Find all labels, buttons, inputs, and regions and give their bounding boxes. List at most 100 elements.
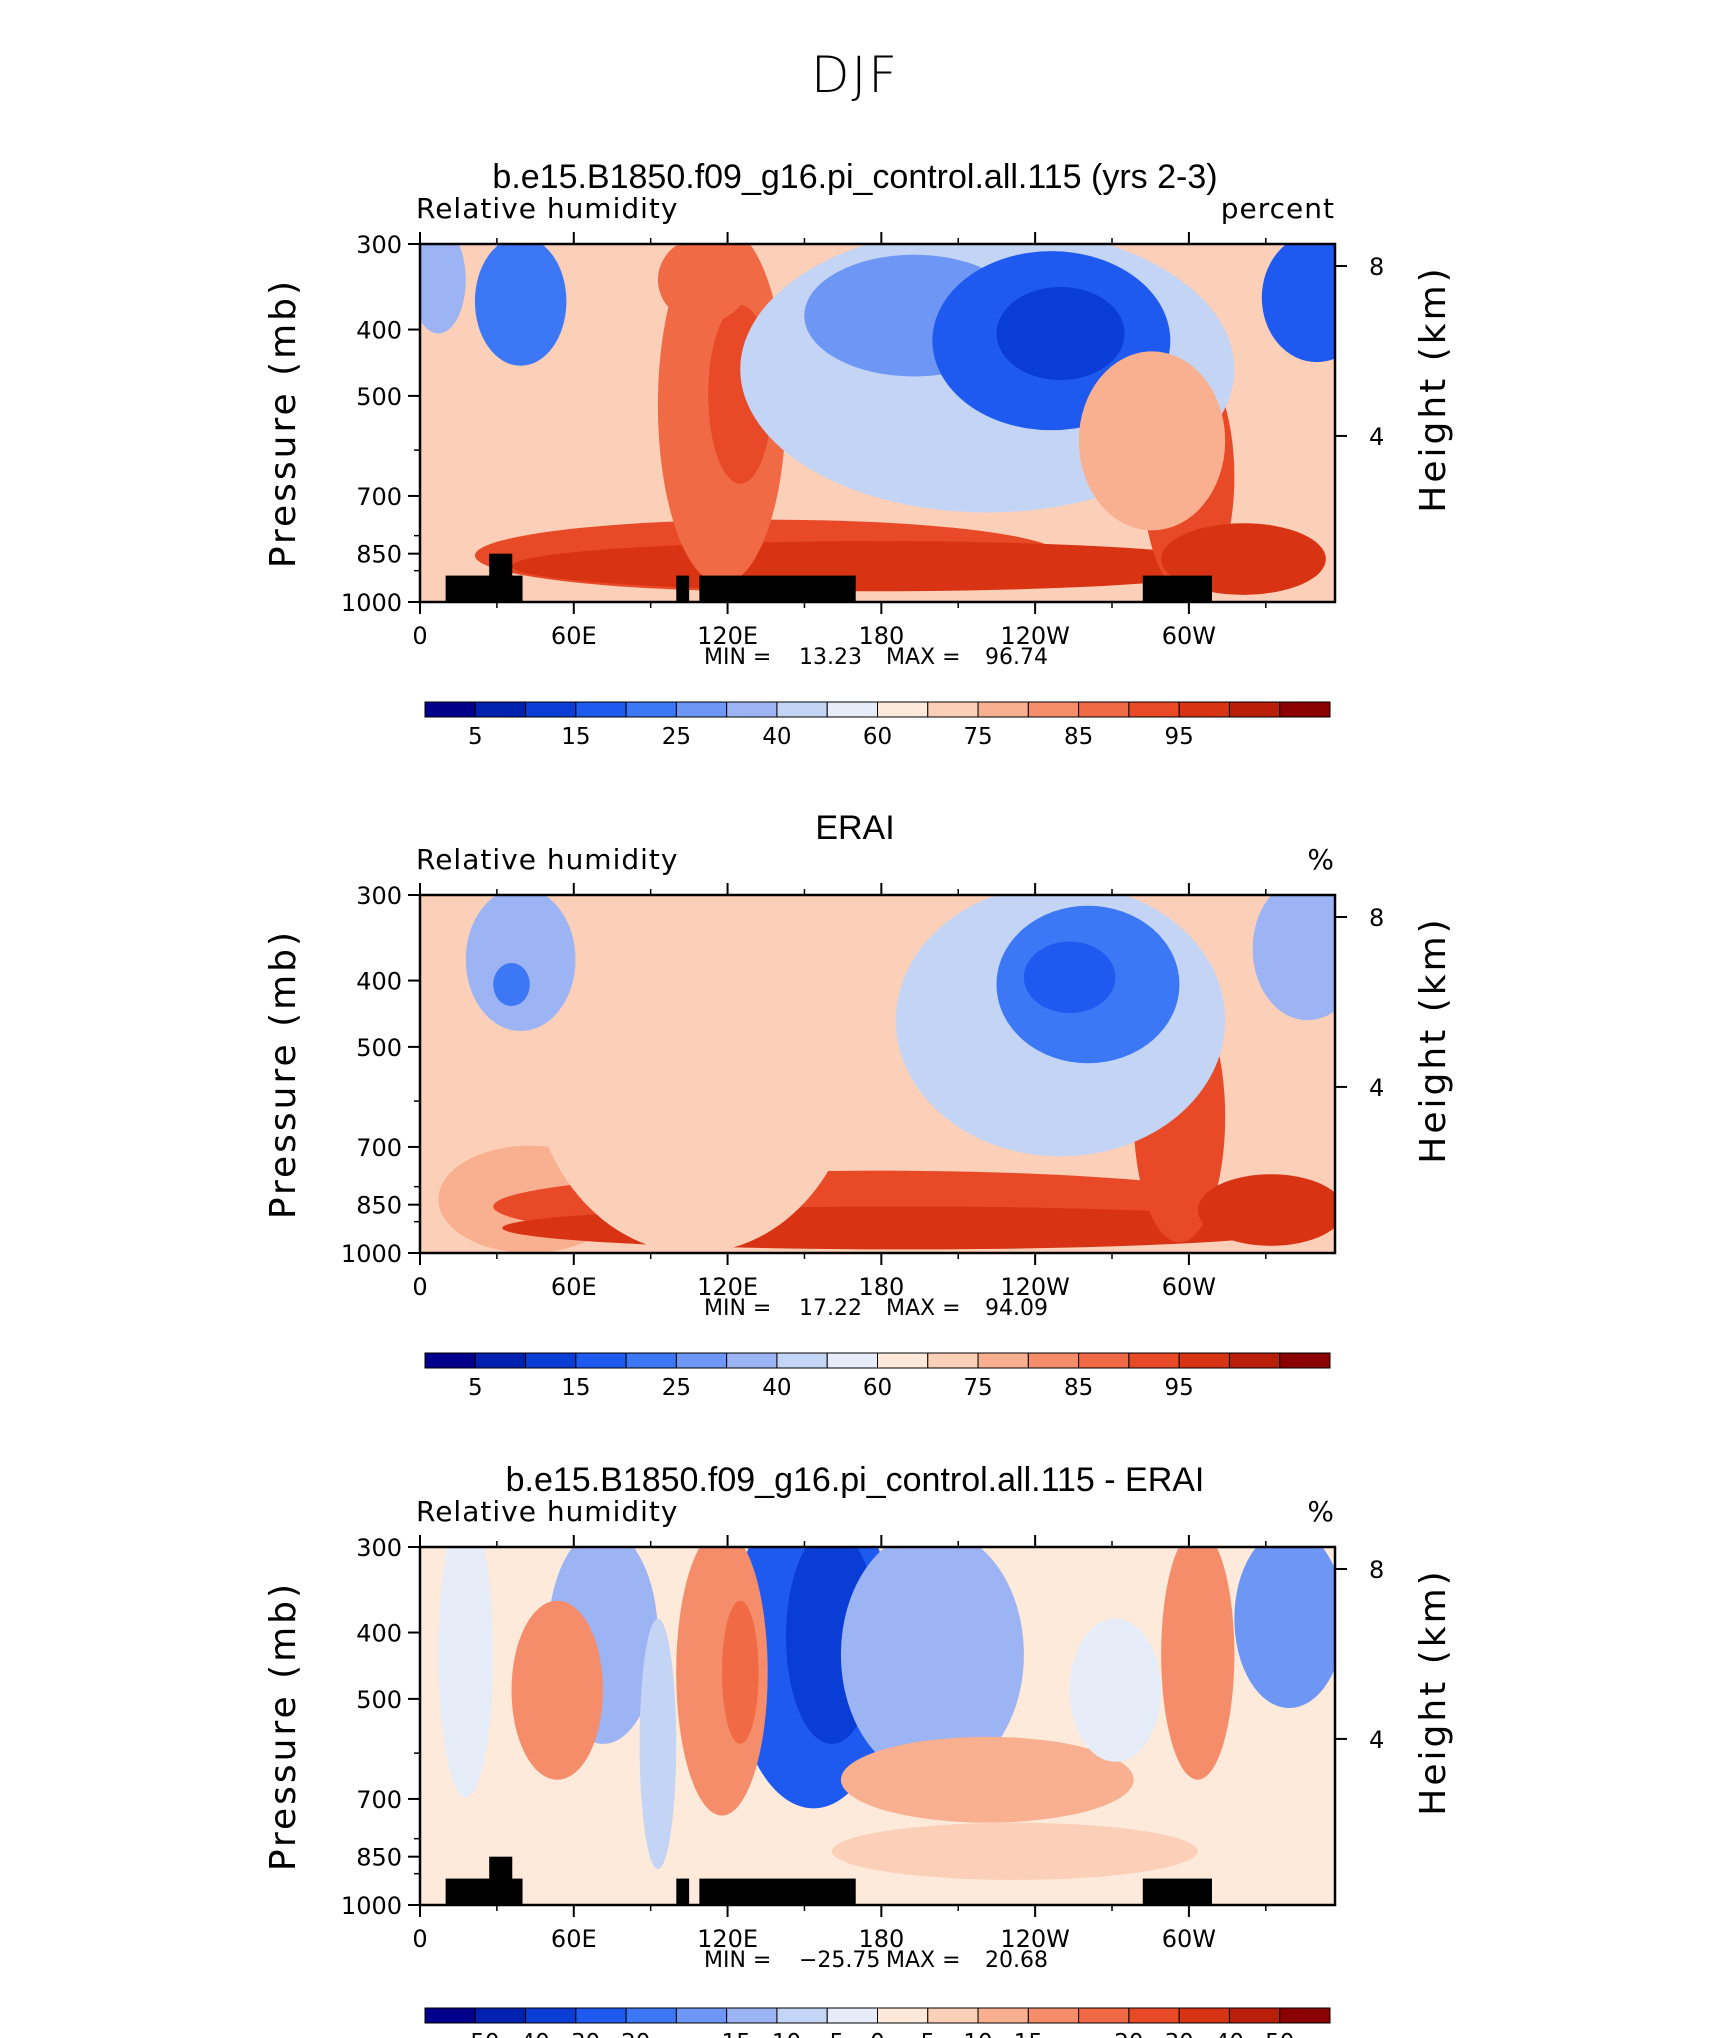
contour-region	[639, 1618, 677, 1870]
colorbar: 5 15 25 40 60 75 85 95	[424, 1352, 1331, 1401]
colorbar-label: −20	[602, 2030, 651, 2038]
colorbar-swatch	[675, 1352, 728, 1369]
contour-field	[420, 1547, 1335, 1905]
colorbar: −50−40−30−20−15−10−505101520304050	[424, 2007, 1331, 2038]
colorbar-label: 40	[762, 724, 791, 750]
contour-region	[1078, 351, 1226, 531]
terrain-mask	[489, 553, 513, 602]
y-tick-label: 300	[356, 882, 402, 910]
max-label: MAX =	[886, 1948, 961, 1973]
x-tick-label: 0	[412, 1925, 427, 1953]
colorbar-label: 15	[561, 1375, 590, 1401]
min-label: MIN =	[704, 1296, 771, 1321]
colorbar-swatch	[575, 701, 627, 718]
panel-3: b.e15.B1850.f09_g16.pi_control.all.115 -…	[263, 1461, 1454, 2038]
plot-frame	[418, 1545, 1337, 1907]
colorbar-label: 95	[1165, 724, 1194, 750]
contour-region	[996, 286, 1125, 381]
x-tick-label: 60W	[1162, 1925, 1216, 1953]
max-label: MAX =	[886, 1296, 961, 1321]
colorbar-swatch	[575, 1352, 627, 1369]
terrain-mask	[699, 575, 856, 602]
height-tick-label: 4	[1369, 423, 1384, 451]
colorbar-swatch	[424, 701, 476, 718]
colorbar-swatch	[826, 1352, 879, 1369]
colorbar-label: 25	[662, 1375, 691, 1401]
colorbar: 5 15 25 40 60 75 85 95	[424, 701, 1331, 750]
colorbar-label: 85	[1064, 724, 1093, 750]
field-label: Relative humidity	[416, 1495, 678, 1528]
y-tick-label: 850	[356, 1844, 402, 1872]
colorbar-swatch	[675, 701, 728, 718]
contour-region	[721, 1600, 759, 1744]
colorbar-swatch	[474, 1352, 527, 1369]
max-value: 20.68	[985, 1948, 1048, 1973]
colorbar-label: 75	[963, 724, 992, 750]
colorbar-swatch	[1228, 2007, 1281, 2024]
colorbar-swatch	[1027, 2007, 1080, 2024]
x-tick-label: 60E	[551, 622, 597, 650]
height-tick-label: 4	[1369, 1726, 1384, 1754]
colorbar-swatch	[1178, 2007, 1230, 2024]
x-tick-label: 120E	[697, 1925, 758, 1953]
colorbar-swatch	[726, 2007, 778, 2024]
colorbar-swatch	[1078, 1352, 1130, 1369]
colorbar-swatch	[726, 701, 778, 718]
colorbar-swatch	[826, 2007, 879, 2024]
colorbar-swatch	[826, 701, 879, 718]
colorbar-swatch	[1078, 701, 1130, 718]
contour-region	[465, 895, 576, 1032]
colorbar-swatch	[474, 701, 527, 718]
contour-region	[657, 244, 750, 323]
figure-title: DJF	[811, 46, 899, 104]
units-label: %	[1307, 1495, 1335, 1528]
contour-region	[1252, 895, 1335, 1021]
contour-field	[420, 895, 1335, 1253]
y-axis-title: Pressure (mb)	[263, 1581, 304, 1871]
colorbar-label: 15	[1014, 2030, 1043, 2038]
colorbar-swatch	[625, 1352, 677, 1369]
x-tick-label: 120W	[1000, 1925, 1070, 1953]
panel-title: ERAI	[815, 809, 894, 847]
min-label: MIN =	[704, 645, 771, 670]
colorbar-swatch	[1228, 1352, 1281, 1369]
colorbar-label: 50	[1265, 2030, 1294, 2038]
colorbar-label: −40	[501, 2030, 550, 2038]
y-tick-label: 500	[356, 1686, 402, 1714]
contour-region	[1261, 244, 1335, 363]
y-axis-title: Pressure (mb)	[263, 278, 304, 568]
colorbar-label: 5	[468, 724, 483, 750]
x-tick-label: 60E	[551, 1925, 597, 1953]
colorbar-label: 20	[1114, 2030, 1143, 2038]
y-tick-label: 500	[356, 1034, 402, 1062]
colorbar-swatch	[474, 2007, 527, 2024]
colorbar-label: 95	[1165, 1375, 1194, 1401]
contour-region	[1069, 1618, 1162, 1762]
colorbar-label: −50	[451, 2030, 500, 2038]
colorbar-swatch	[525, 1352, 577, 1369]
y-axis-title-right: Height (km)	[1413, 1568, 1454, 1815]
x-tick-label: 180	[858, 1925, 904, 1953]
x-tick-label: 0	[412, 622, 427, 650]
max-value: 94.09	[985, 1296, 1048, 1321]
colorbar-swatch	[625, 2007, 677, 2024]
terrain-mask	[1142, 1878, 1212, 1905]
colorbar-swatch	[726, 1352, 778, 1369]
contour-region	[840, 1547, 1024, 1780]
colorbar-swatch	[525, 2007, 577, 2024]
field-label: Relative humidity	[416, 192, 678, 225]
colorbar-swatch	[776, 701, 828, 718]
y-axis-title-right: Height (km)	[1413, 916, 1454, 1163]
contour-region	[493, 963, 530, 1006]
height-tick-label: 8	[1369, 1556, 1384, 1584]
y-tick-label: 400	[356, 1620, 402, 1648]
max-value: 96.74	[985, 645, 1048, 670]
min-value: −25.75	[799, 1948, 880, 1973]
colorbar-label: 5	[468, 1375, 483, 1401]
panel-title: b.e15.B1850.f09_g16.pi_control.all.115 -…	[506, 1461, 1205, 1499]
terrain-mask	[489, 1856, 513, 1905]
colorbar-label: −15	[702, 2030, 751, 2038]
contour-region	[511, 541, 1244, 592]
colorbar-label: −10	[753, 2030, 802, 2038]
